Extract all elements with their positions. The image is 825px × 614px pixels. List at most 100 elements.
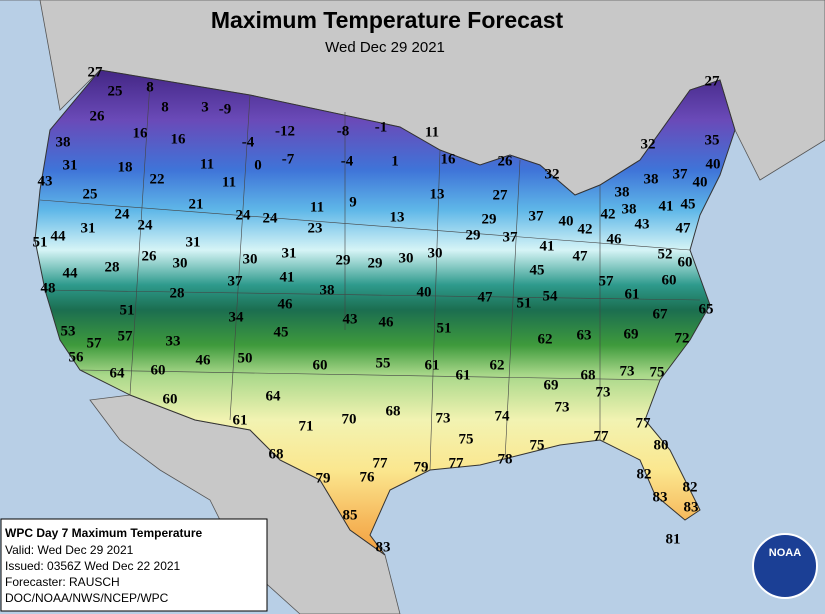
temperature-label: 43 [38, 173, 53, 189]
temperature-label: -7 [282, 151, 295, 167]
temperature-label: 37 [503, 229, 519, 245]
temperature-label: 45 [274, 324, 289, 340]
temperature-label: 45 [530, 262, 545, 278]
temperature-label: 73 [620, 363, 635, 379]
temperature-label: 11 [425, 124, 439, 140]
temperature-label: -12 [275, 123, 295, 139]
temperature-label: 18 [118, 159, 133, 175]
temperature-label: 62 [490, 357, 505, 373]
temperature-label: 75 [650, 364, 665, 380]
temperature-label: 27 [493, 187, 509, 203]
temperature-label: 30 [428, 245, 443, 261]
temperature-label: 51 [120, 302, 135, 318]
temperature-label: 69 [624, 326, 639, 342]
temperature-label: 68 [269, 446, 284, 462]
temperature-label: 3 [201, 99, 209, 115]
temperature-label: 77 [594, 428, 610, 444]
temperature-label: 73 [555, 399, 570, 415]
temperature-label: 31 [282, 245, 297, 261]
noaa-logo [752, 533, 818, 599]
temperature-label: 13 [390, 209, 405, 225]
temperature-label: 83 [376, 539, 391, 555]
temperature-label: 61 [625, 286, 640, 302]
temperature-label: 41 [659, 198, 674, 214]
temperature-label: 60 [313, 357, 328, 373]
temperature-label: 54 [543, 288, 559, 304]
temperature-label: 24 [263, 210, 279, 226]
title: Maximum Temperature Forecast [211, 7, 564, 33]
temperature-label: 42 [601, 206, 616, 222]
temperature-label: 11 [310, 199, 324, 215]
info-line: Forecaster: RAUSCH [5, 575, 120, 589]
temperature-label: 40 [693, 174, 708, 190]
temperature-label: -4 [341, 153, 354, 169]
temperature-label: 78 [498, 451, 513, 467]
temperature-label: 29 [482, 211, 497, 227]
temperature-label: 50 [238, 350, 253, 366]
temperature-label: 69 [544, 377, 559, 393]
temperature-label: 31 [63, 157, 78, 173]
temperature-label: 47 [573, 248, 589, 264]
info-title: WPC Day 7 Maximum Temperature [5, 526, 202, 540]
temperature-label: 65 [699, 301, 714, 317]
temperature-label: 73 [596, 384, 611, 400]
temperature-label: 55 [376, 355, 391, 371]
temperature-label: 30 [399, 250, 414, 266]
temperature-label: -8 [337, 123, 350, 139]
temperature-label: 51 [517, 295, 532, 311]
temperature-label: 79 [414, 459, 429, 475]
temperature-label: 40 [559, 213, 574, 229]
temperature-label: 29 [336, 252, 351, 268]
temperature-label: 38 [56, 134, 71, 150]
info-box [0, 518, 268, 612]
temperature-label: 60 [662, 272, 677, 288]
temperature-label: 0 [254, 157, 262, 173]
temperature-label: 40 [417, 284, 432, 300]
temperature-label: 60 [163, 391, 178, 407]
temperature-label: 64 [266, 388, 282, 404]
temperature-label: 77 [636, 415, 652, 431]
temperature-label: 72 [675, 330, 690, 346]
temperature-label: 38 [644, 171, 659, 187]
temperature-label: 51 [33, 234, 48, 250]
temperature-label: 16 [171, 131, 187, 147]
temperature-label: 33 [166, 333, 181, 349]
temperature-label: 57 [118, 328, 134, 344]
temperature-label: 45 [681, 196, 696, 212]
temperature-label: 63 [577, 327, 592, 343]
temperature-label: 46 [379, 314, 395, 330]
temperature-label: 37 [673, 166, 689, 182]
temperature-label: 85 [343, 507, 358, 523]
temperature-label: 26 [90, 108, 106, 124]
info-line: Valid: Wed Dec 29 2021 [5, 543, 134, 557]
temperature-label: 61 [456, 367, 471, 383]
temperature-label: 68 [581, 367, 596, 383]
temperature-label: 43 [635, 216, 650, 232]
temperature-label: 41 [540, 238, 555, 254]
temperature-label: 31 [186, 234, 201, 250]
temperature-label: 80 [654, 437, 669, 453]
temperature-label: 25 [83, 186, 98, 202]
temperature-label: 29 [466, 227, 481, 243]
temperature-label: 57 [87, 335, 103, 351]
temperature-label: 51 [437, 320, 452, 336]
temperature-label: 30 [173, 255, 188, 271]
us-temperature-field [34, 69, 736, 556]
temperature-label: 26 [498, 153, 514, 169]
temperature-label: 11 [200, 156, 214, 172]
temperature-label: 47 [478, 289, 494, 305]
temperature-label: -9 [219, 101, 232, 117]
temperature-label: 28 [105, 259, 120, 275]
temperature-label: 79 [316, 470, 331, 486]
temperature-label: 82 [683, 479, 698, 495]
temperature-label: 60 [151, 362, 166, 378]
temperature-label: 70 [342, 411, 357, 427]
temperature-label: 26 [142, 248, 158, 264]
temperature-label: 8 [161, 99, 169, 115]
temperature-label: 76 [360, 469, 376, 485]
temperature-label: 31 [81, 220, 96, 236]
temperature-label: 74 [495, 408, 511, 424]
temperature-label: 13 [430, 186, 445, 202]
temperature-label: 22 [150, 171, 165, 187]
